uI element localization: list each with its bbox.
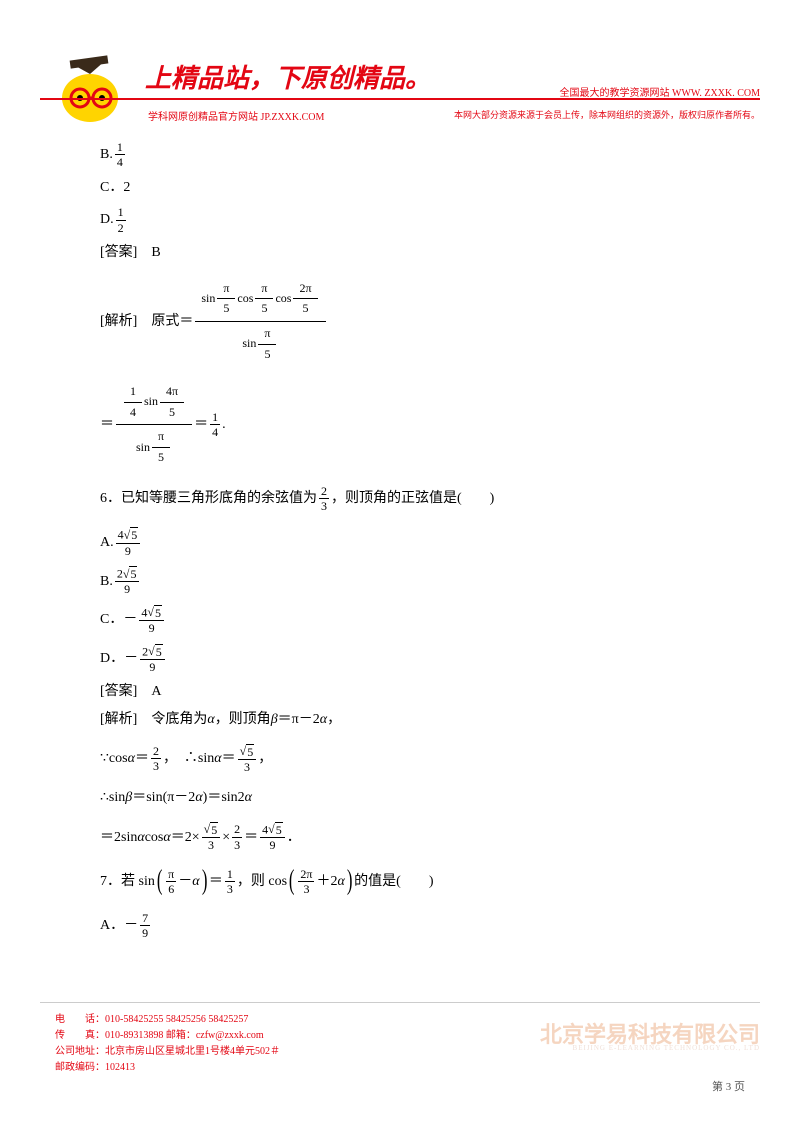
option-b: B. 1 4	[100, 140, 720, 170]
paren-right-icon: )	[201, 870, 207, 892]
header-divider	[40, 98, 760, 100]
footer-logo-sub: BEIJING E-LEARNING TECHNOLOGY CO., LTD	[573, 1044, 760, 1052]
question-7: 7．若 sin ( π6 － α ) ＝ 13 ，则 cos ( 2π3 ＋2 …	[100, 867, 720, 897]
q6-option-b: B. 25 9	[100, 566, 720, 597]
analysis-6-line2: ∵cos α ＝ 23 ， ∴sin α ＝ 53 ，	[100, 744, 720, 775]
q7-option-a: A．－ 7 9	[100, 911, 720, 941]
ana5-bigfrac2: 14sin4π5 sinπ5	[116, 380, 192, 469]
analysis-6-line1: [解析] 令底角为 α ，则顶角 β ＝π－2 α ，	[100, 710, 720, 730]
paren-left-icon-2: (	[289, 870, 295, 892]
frac-1-2: 1 2	[116, 205, 126, 235]
footer-contact: 电 话：010-58425255 58425256 58425257 传 真：0…	[55, 1012, 280, 1076]
option-c: C．2	[100, 178, 720, 198]
header-top-right: 全国最大的教学资源网站 WWW. ZXXK. COM	[560, 84, 760, 99]
q6-option-a: A. 45 9	[100, 527, 720, 558]
ana5-eq3: ＝	[194, 415, 208, 435]
question-6: 6．已知等腰三角形底角的余弦值为 2 3 ，则顶角的正弦值是( )	[100, 484, 720, 514]
opt-b-label: B.	[100, 145, 113, 165]
page-header: 上精品站，下原创精品。 全国最大的教学资源网站 WWW. ZXXK. COM 学…	[0, 50, 800, 130]
ana5-eq2: ＝	[100, 415, 114, 435]
page-number: 第 3 页	[712, 1078, 745, 1094]
answer-6: [答案] A	[100, 682, 720, 702]
analysis-6-line3: ∴sin β ＝sin(π－2 α )＝sin2 α	[100, 788, 720, 808]
footer-address: 公司地址：北京市房山区星城北里1号楼4单元502＃	[55, 1044, 280, 1060]
ana5-prefix: [解析] 原式＝	[100, 312, 193, 332]
ana5-bigfrac1: sinπ5cosπ5cos2π5 sinπ5	[195, 277, 325, 366]
page-root: 上精品站，下原创精品。 全国最大的教学资源网站 WWW. ZXXK. COM 学…	[0, 0, 800, 1132]
footer-fax: 传 真：010-89313898 邮箱：czfw@zxxk.com	[55, 1028, 280, 1044]
analysis-5-line2: ＝ 14sin4π5 sinπ5 ＝ 1 4 .	[100, 380, 720, 469]
opt-d-label: D.	[100, 210, 114, 230]
analysis-5-line1: [解析] 原式＝ sinπ5cosπ5cos2π5 sinπ5	[100, 277, 720, 366]
analysis-6-line4: ＝2sin α cos α ＝2× 53 × 23 ＝ 459 ．	[100, 822, 720, 853]
q6-suffix: ，则顶角的正弦值是( )	[331, 489, 494, 509]
page-footer: 电 话：010-58425255 58425256 58425257 传 真：0…	[0, 1002, 800, 1102]
content-area: B. 1 4 C．2 D. 1 2 [答案] B [解析] 原式＝ sinπ5c…	[100, 140, 720, 948]
footer-phone: 电 话：010-58425255 58425256 58425257	[55, 1012, 280, 1028]
q6-option-d: D．－ 25 9	[100, 644, 720, 675]
answer-5: [答案] B	[100, 243, 720, 263]
header-slogan: 上精品站，下原创精品。	[145, 58, 431, 95]
frac-1-4: 1 4	[115, 140, 125, 170]
subheader-left: 学科网原创精品官方网站 JP.ZXXK.COM	[148, 108, 324, 123]
footer-divider	[40, 1002, 760, 1003]
paren-right-icon-2: )	[347, 870, 353, 892]
q6-prefix: 6．已知等腰三角形底角的余弦值为	[100, 489, 317, 509]
q6-option-c: C．－ 45 9	[100, 605, 720, 636]
footer-zipcode: 邮政编码：102413	[55, 1060, 280, 1076]
ana5-result: 1 4	[210, 410, 220, 440]
paren-left-icon: (	[157, 870, 163, 892]
q6-frac: 2 3	[319, 484, 329, 514]
subheader-right: 本网大部分资源来源于会员上传，除本网组织的资源外，版权归原作者所有。	[454, 108, 760, 121]
mascot-icon	[40, 50, 130, 125]
option-d: D. 1 2	[100, 205, 720, 235]
